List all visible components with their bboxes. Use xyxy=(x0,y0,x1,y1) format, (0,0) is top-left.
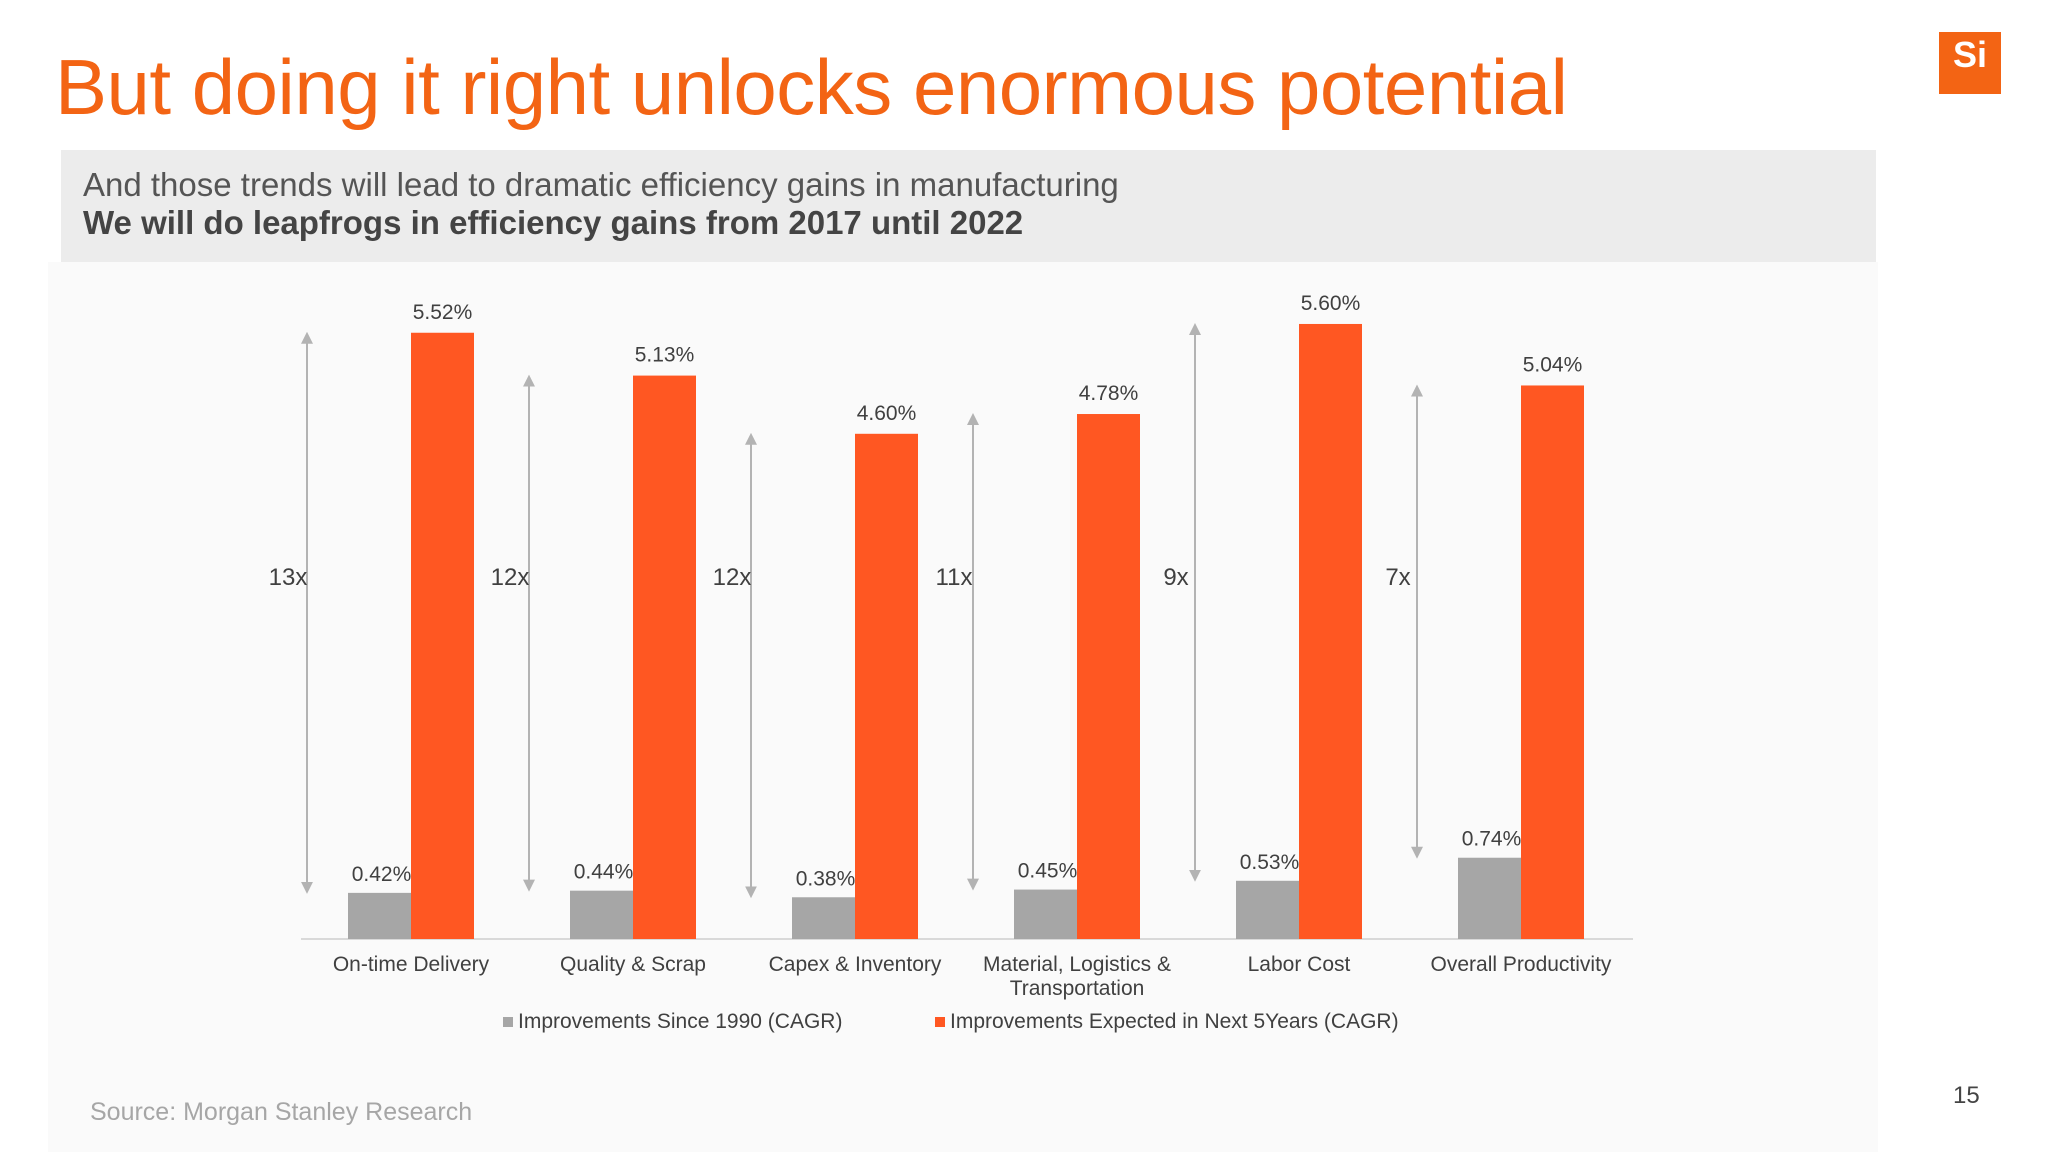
category-label: Material, Logistics & xyxy=(983,953,1171,976)
bar-since-1990 xyxy=(1014,889,1077,939)
logo: Si xyxy=(1939,32,2001,94)
category-label: On-time Delivery xyxy=(333,953,490,976)
chart-panel: 0.42% 5.52% 13x On-time Delivery 0.44% 5.13% 1… xyxy=(48,262,1878,1152)
bar-since-1990 xyxy=(570,890,633,939)
bar-next-5-years xyxy=(633,375,696,939)
logo-text: Si xyxy=(1952,34,1987,75)
data-label-since-1990: 0.38% xyxy=(796,867,856,890)
bar-next-5-years xyxy=(1521,385,1584,939)
category-label: Transportation xyxy=(1010,977,1145,1000)
data-label-since-1990: 0.74% xyxy=(1462,828,1522,851)
category-label: Capex & Inventory xyxy=(769,953,942,976)
multiplier-label: 12x xyxy=(491,564,530,591)
multiplier-label: 13x xyxy=(269,564,308,591)
data-label-next-5-years: 5.04% xyxy=(1523,353,1583,376)
data-label-since-1990: 0.53% xyxy=(1240,851,1300,874)
bar-next-5-years xyxy=(1077,414,1140,939)
bar-since-1990 xyxy=(792,897,855,939)
bar-next-5-years xyxy=(855,433,918,939)
legend-swatch-since-1990 xyxy=(503,1017,513,1027)
bar-since-1990 xyxy=(348,892,411,939)
page-title: But doing it right unlocks enormous pote… xyxy=(55,43,1568,131)
subtitle-box: And those trends will lead to dramatic e… xyxy=(61,150,1876,262)
page-number: 15 xyxy=(1953,1082,1980,1109)
multiplier-label: 11x xyxy=(936,564,973,591)
source-note: Source: Morgan Stanley Research xyxy=(90,1098,473,1126)
data-label-since-1990: 0.44% xyxy=(574,861,634,884)
data-label-since-1990: 0.45% xyxy=(1018,860,1078,883)
bar-next-5-years xyxy=(411,332,474,939)
data-label-next-5-years: 5.13% xyxy=(635,344,695,367)
bar-since-1990 xyxy=(1458,857,1521,939)
category-label: Overall Productivity xyxy=(1431,953,1612,976)
data-label-next-5-years: 4.60% xyxy=(857,402,917,425)
multiplier-label: 7x xyxy=(1385,564,1410,591)
legend-label-since-1990: Improvements Since 1990 (CAGR) xyxy=(518,1010,842,1033)
efficiency-bar-chart: 0.42% 5.52% 13x On-time Delivery 0.44% 5.13% 1… xyxy=(269,292,1633,1033)
category-label: Quality & Scrap xyxy=(560,953,706,976)
subtitle-line-2: We will do leapfrogs in efficiency gains… xyxy=(83,204,1024,241)
data-label-next-5-years: 5.52% xyxy=(413,301,473,324)
subtitle-line-1: And those trends will lead to dramatic e… xyxy=(83,166,1119,203)
bar-next-5-years xyxy=(1299,323,1362,939)
legend-swatch-next-5-years xyxy=(935,1017,945,1027)
data-label-since-1990: 0.42% xyxy=(352,863,412,886)
data-label-next-5-years: 4.78% xyxy=(1079,382,1139,405)
category-label: Labor Cost xyxy=(1248,953,1351,976)
legend-label-next-5-years: Improvements Expected in Next 5Years (CA… xyxy=(950,1010,1399,1033)
bar-since-1990 xyxy=(1236,880,1299,939)
multiplier-label: 12x xyxy=(713,564,752,591)
data-label-next-5-years: 5.60% xyxy=(1301,292,1361,315)
multiplier-label: 9x xyxy=(1163,564,1188,591)
